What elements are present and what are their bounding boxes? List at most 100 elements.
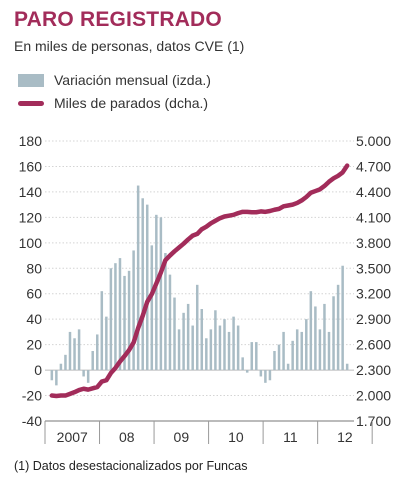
y-right-tick-label: 2.600 <box>356 337 391 353</box>
y-right-tick-label: 3.200 <box>356 286 391 302</box>
legend-bar-swatch <box>18 73 44 87</box>
x-tick-label: 12 <box>337 429 353 445</box>
bar <box>136 185 140 371</box>
bar <box>277 344 281 371</box>
bar <box>345 363 349 371</box>
bar <box>86 370 90 383</box>
bar <box>291 340 294 371</box>
y-left-tick-label: 60 <box>26 286 42 302</box>
legend-line-swatch <box>18 100 44 106</box>
bar <box>168 274 172 371</box>
bar <box>191 325 194 371</box>
bar <box>232 316 235 371</box>
bar <box>282 331 285 371</box>
bar <box>155 214 158 371</box>
bar <box>164 253 167 371</box>
legend-item-line: Miles de parados (dcha.) <box>18 94 208 112</box>
y-left-tick-label: 40 <box>26 311 42 327</box>
bar <box>64 354 67 371</box>
bar <box>341 265 344 371</box>
y-left-tick-label: 0 <box>34 362 42 378</box>
y-right-tick-label: 1.700 <box>356 413 391 429</box>
bar <box>273 351 276 371</box>
bar <box>300 331 303 371</box>
bar <box>68 331 72 371</box>
bar <box>145 204 149 371</box>
legend-bars-label: Variación mensual (izda.) <box>54 72 211 88</box>
y-left-tick-label: -20 <box>22 388 42 404</box>
bar <box>50 370 54 381</box>
bar <box>186 303 190 371</box>
bar <box>173 297 176 371</box>
bar <box>123 275 126 371</box>
bar <box>264 370 267 383</box>
bar <box>309 291 313 371</box>
bar <box>150 245 154 371</box>
bar <box>314 306 317 371</box>
legend-item-bars: Variación mensual (izda.) <box>18 71 211 89</box>
bar <box>118 258 122 371</box>
bar <box>318 329 322 371</box>
bar <box>200 309 204 371</box>
y-left-tick-label: 80 <box>26 260 42 276</box>
x-tick-label: 2007 <box>57 429 88 445</box>
y-right-tick-label: 2.900 <box>356 311 391 327</box>
bar <box>245 370 249 373</box>
y-left-tick-label: 120 <box>19 209 43 225</box>
bar <box>195 284 199 371</box>
bar <box>105 316 108 371</box>
chart-subtitle: En miles de personas, datos CVE (1) <box>14 38 245 54</box>
bar <box>55 370 58 386</box>
chart-title: PARO REGISTRADO <box>14 8 222 31</box>
y-right-tick-label: 4.400 <box>356 184 391 200</box>
bar <box>109 268 113 371</box>
bar <box>327 331 331 371</box>
y-right-tick-label: 4.100 <box>356 209 391 225</box>
bar <box>209 329 213 371</box>
y-left-tick-label: -40 <box>22 413 42 429</box>
bar <box>96 334 99 371</box>
bar <box>77 329 81 371</box>
y-left-tick-label: 20 <box>26 337 42 353</box>
bar <box>286 363 290 371</box>
y-left-tick-label: 160 <box>19 158 43 174</box>
legend-line-label: Miles de parados (dcha.) <box>54 95 209 111</box>
bar <box>82 370 85 377</box>
x-tick-label: 08 <box>119 429 135 445</box>
y-right-tick-label: 4.700 <box>356 158 391 174</box>
bar <box>205 338 208 371</box>
bar <box>218 325 222 371</box>
bar <box>91 351 94 371</box>
bar <box>182 312 185 371</box>
y-left-tick-label: 140 <box>19 184 43 200</box>
bar <box>241 357 244 371</box>
line-series <box>49 163 350 399</box>
bar <box>114 263 117 371</box>
footnote: (1) Datos desestacionalizados por Funcas <box>14 459 248 473</box>
bar <box>323 303 326 371</box>
x-tick-label: 09 <box>174 429 190 445</box>
bar <box>177 329 181 371</box>
bar <box>73 338 76 371</box>
x-tick-label: 10 <box>228 429 244 445</box>
x-tick-label: 11 <box>283 429 298 445</box>
bar <box>223 319 226 371</box>
bar <box>227 331 231 371</box>
bar <box>59 363 63 371</box>
y-left-tick-label: 100 <box>19 235 43 251</box>
bar <box>214 310 217 371</box>
bar <box>305 319 308 371</box>
y-right-tick-label: 3.800 <box>356 235 391 251</box>
bar <box>259 370 263 377</box>
bar <box>255 342 258 371</box>
y-right-tick-label: 5.000 <box>356 133 391 149</box>
bar <box>268 370 272 381</box>
bar <box>141 198 144 371</box>
y-right-tick-label: 2.000 <box>356 388 391 404</box>
bar <box>159 217 163 371</box>
bar <box>295 329 299 371</box>
y-left-tick-label: 180 <box>19 133 43 149</box>
bar <box>336 284 340 371</box>
bar <box>132 250 135 371</box>
